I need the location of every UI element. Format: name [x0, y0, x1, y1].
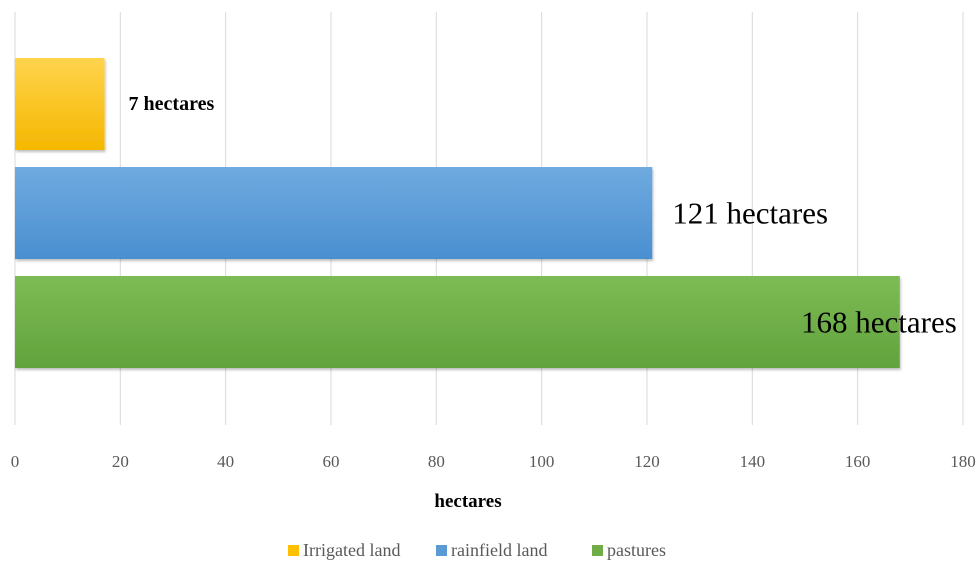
legend-swatch	[288, 545, 299, 556]
bar-rainfield-land	[15, 167, 653, 259]
data-labels: 7 hectares 121 hectares 168 hectares	[129, 93, 957, 340]
data-label: 7 hectares	[129, 93, 215, 115]
x-axis-title: hectares	[434, 491, 501, 512]
data-label: 168 hectares	[801, 305, 957, 340]
x-tick-label: 80	[428, 452, 445, 471]
x-tick-label: 20	[112, 452, 129, 471]
bar-pastures	[15, 276, 900, 368]
legend: Irrigated land rainfield land pastures	[288, 540, 666, 560]
x-tick-label: 0	[11, 452, 20, 471]
bars	[15, 58, 900, 368]
x-tick-label: 40	[217, 452, 234, 471]
x-axis-ticks: 0 20 40 60 80 100 120 140 160 180	[11, 452, 976, 471]
legend-label: Irrigated land	[303, 540, 400, 560]
legend-swatch	[436, 545, 447, 556]
x-tick-label: 120	[634, 452, 660, 471]
data-label: 121 hectares	[672, 196, 828, 231]
x-tick-label: 160	[845, 452, 871, 471]
x-tick-label: 140	[740, 452, 766, 471]
x-tick-label: 180	[950, 452, 976, 471]
legend-swatch	[592, 545, 603, 556]
x-tick-label: 100	[529, 452, 555, 471]
legend-label: rainfield land	[451, 540, 547, 560]
legend-label: pastures	[607, 540, 666, 560]
bar-irrigated-land	[15, 58, 105, 150]
x-tick-label: 60	[323, 452, 340, 471]
